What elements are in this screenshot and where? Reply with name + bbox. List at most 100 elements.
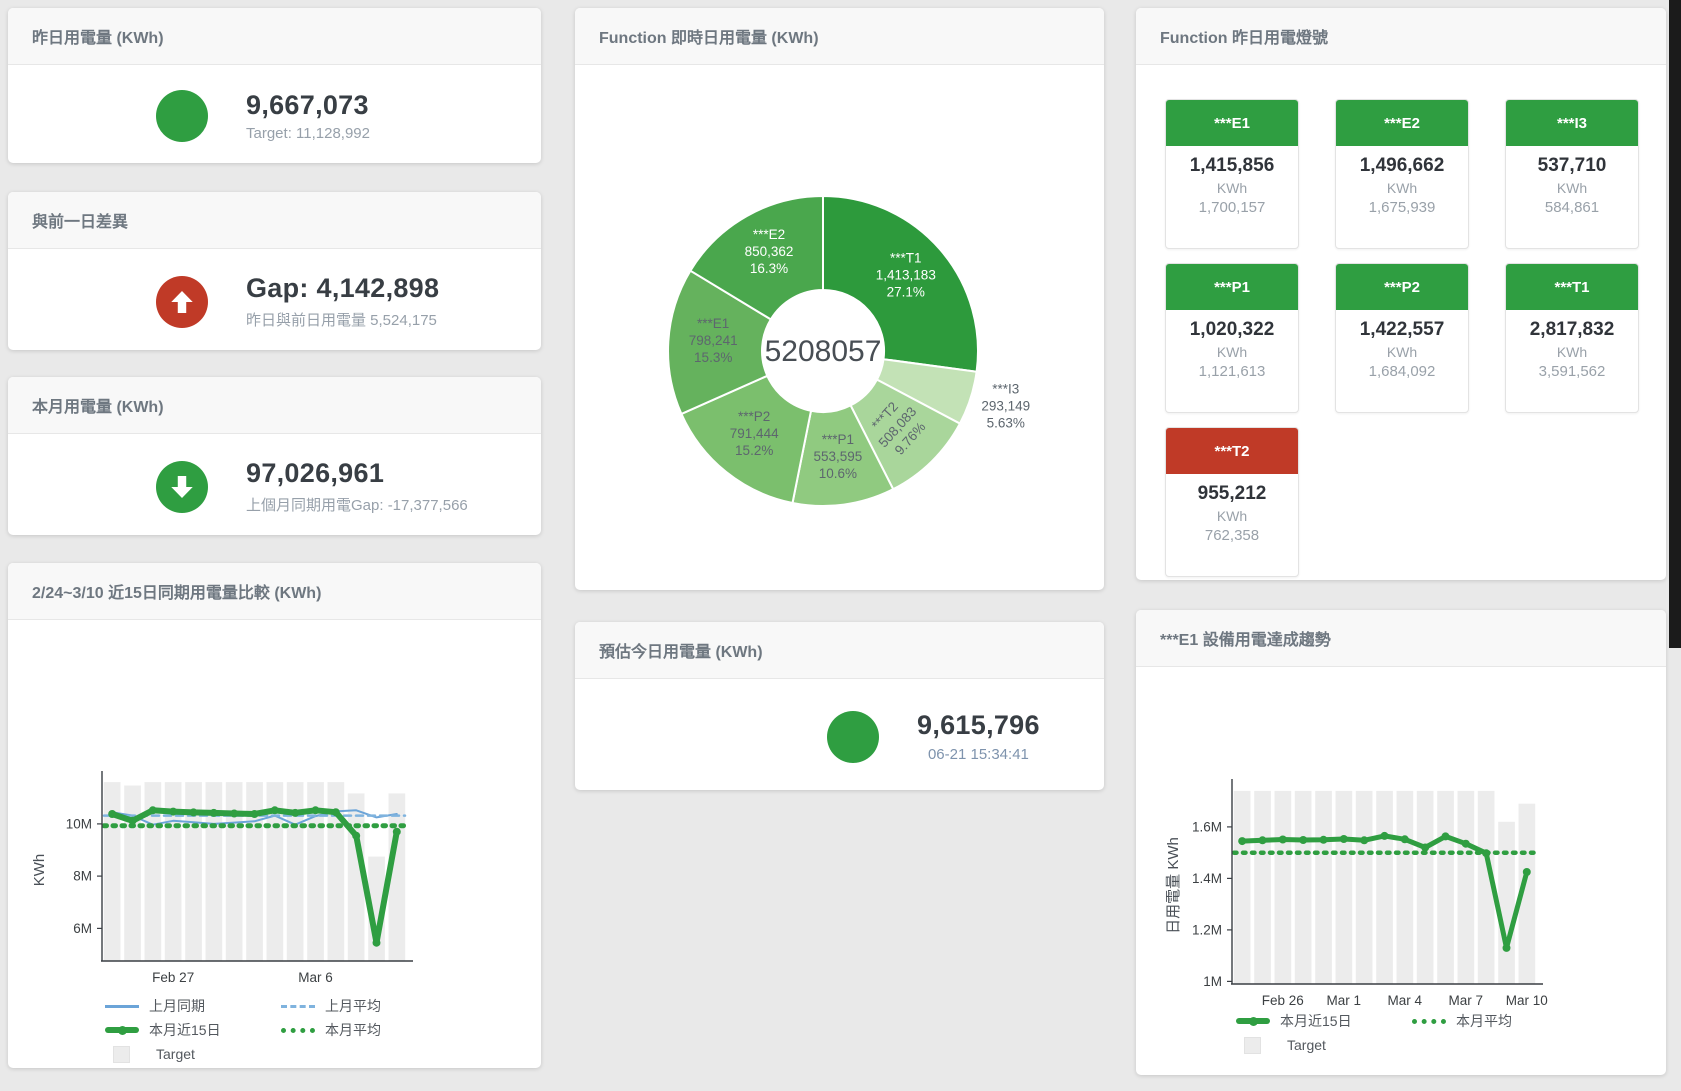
legend-item-last-month-avg[interactable]: 上月平均: [281, 997, 457, 1015]
tile-unit: KWh: [1386, 344, 1418, 360]
data-point: [148, 806, 157, 815]
legend-label: Target: [156, 1046, 195, 1062]
15day-compare-chart[interactable]: 6M 8M 10M Feb 27 Mar 6 KWh: [8, 620, 541, 992]
target-bar: [1254, 790, 1271, 984]
card-title: 本月用電量 (KWh): [8, 377, 541, 434]
status-tile-e2[interactable]: ***E2 1,496,662 KWh 1,675,939: [1335, 99, 1469, 249]
tile-value: 1,422,557: [1359, 319, 1445, 340]
estimate-value: 9,615,796: [917, 710, 1040, 741]
legend-label: Target: [1287, 1037, 1326, 1053]
gray-bar-swatch: [1244, 1036, 1261, 1054]
target-bar: [1294, 790, 1312, 984]
card-title: Function 即時日用電量 (KWh): [575, 8, 1104, 65]
month-usage-value: 97,026,961: [246, 458, 385, 489]
tile-value: 1,415,856: [1189, 155, 1275, 176]
slice-label: ***E2 850,362 16.3%: [745, 227, 794, 276]
legend-item-target[interactable]: Target: [105, 1045, 281, 1063]
data-point: [108, 810, 117, 818]
target-bar: [246, 782, 263, 961]
tile-unit: KWh: [1216, 344, 1248, 360]
data-point: [331, 808, 340, 817]
donut-center-total: 5208057: [765, 335, 882, 368]
tile-target: 584,861: [1544, 199, 1600, 216]
x-tick-label: Mar 10: [1506, 993, 1548, 1007]
trend-chart-legend: 本月近15日 本月平均 Target: [1236, 1012, 1666, 1054]
month-usage-gap: 上個月同期用電Gap: -17,377,566: [246, 496, 468, 514]
x-tick-label: Mar 1: [1327, 993, 1362, 1007]
legend-label: 本月平均: [325, 1022, 381, 1038]
status-tile-i3[interactable]: ***I3 537,710 KWh 584,861: [1505, 99, 1639, 249]
donut-slice-E2[interactable]: [689, 194, 824, 321]
e1-trend-chart[interactable]: 1M 1.2M 1.4M 1.6M Feb 26 Mar 1 Mar 4 Mar 7 Mar 1…: [1136, 667, 1666, 1008]
tile-unit: KWh: [1216, 180, 1248, 196]
tile-label: ***E1: [1166, 100, 1298, 146]
data-point: [352, 831, 361, 840]
tile-unit: KWh: [1556, 344, 1588, 360]
card-month-usage: 本月用電量 (KWh) 97,026,961 上個月同期用電Gap: -17,3…: [8, 377, 541, 535]
tile-target: 1,675,939: [1368, 199, 1436, 216]
tile-label: ***T2: [1166, 428, 1298, 474]
tile-unit: KWh: [1556, 180, 1588, 196]
x-tick-label: Mar 6: [298, 970, 333, 985]
card-estimate-today: 預估今日用電量 (KWh) 9,615,796 06-21 15:34:41: [575, 622, 1104, 790]
data-point: [1380, 831, 1389, 840]
legend-label: 上月同期: [149, 998, 205, 1014]
card-title: 預估今日用電量 (KWh): [575, 622, 1104, 679]
status-tile-p2[interactable]: ***P2 1,422,557 KWh 1,684,092: [1335, 263, 1469, 413]
x-tick-label: Mar 7: [1449, 993, 1484, 1007]
tile-unit: KWh: [1216, 508, 1248, 524]
legend-item-this-month-avg[interactable]: 本月平均: [1412, 1012, 1588, 1030]
card-realtime-usage: Function 即時日用電量 (KWh) ***T1 1,413,183 27.1…: [575, 8, 1104, 590]
target-bar: [205, 782, 223, 961]
tile-target: 1,684,092: [1368, 363, 1436, 380]
legend-item-target[interactable]: Target: [1236, 1036, 1412, 1054]
blue-line-swatch: [105, 1004, 139, 1008]
slice-label: ***I3 293,149 5.63%: [981, 382, 1030, 431]
legend-item-last-month[interactable]: 上月同期: [105, 997, 281, 1015]
status-tile-e1[interactable]: ***E1 1,415,856 KWh 1,700,157: [1165, 99, 1299, 249]
status-tile-t2[interactable]: ***T2 955,212 KWh 762,358: [1165, 427, 1299, 577]
green-dotted-swatch: [1412, 1018, 1446, 1024]
slice-label: ***T1 1,413,183 27.1%: [876, 251, 936, 300]
y-tick-label: 1.6M: [1192, 819, 1222, 834]
arrow-up-icon: [156, 275, 208, 328]
y-tick-label: 1M: [1203, 974, 1222, 989]
data-point: [1502, 943, 1511, 952]
green-line-swatch: [1236, 1017, 1270, 1026]
legend-label: 本月平均: [1456, 1013, 1512, 1029]
donut-slice-P2[interactable]: [680, 374, 813, 505]
donut-slice-T1[interactable]: [822, 194, 979, 373]
tile-value: 955,212: [1197, 483, 1267, 504]
status-tile-grid: ***E1 1,415,856 KWh 1,700,157 ***E2 1,49…: [1136, 65, 1666, 577]
legend-item-this-month[interactable]: 本月近15日: [105, 1021, 281, 1039]
data-point: [270, 806, 279, 815]
yesterday-usage-value: 9,667,073: [246, 89, 369, 120]
card-title: 與前一日差異: [8, 192, 541, 249]
scrollbar[interactable]: [1669, 0, 1681, 648]
tile-label: ***P2: [1336, 264, 1468, 310]
data-point: [250, 810, 259, 818]
data-point: [189, 808, 198, 817]
status-tile-t1[interactable]: ***T1 2,817,832 KWh 3,591,562: [1505, 263, 1639, 413]
target-bar: [1437, 790, 1454, 984]
realtime-donut-chart[interactable]: ***T1 1,413,183 27.1%***I3 293,149 5.63%***T…: [575, 65, 1104, 590]
y-tick-label: 8M: [73, 869, 92, 884]
y-tick-label: 1.4M: [1192, 871, 1222, 886]
compare-chart-legend: 上月同期 上月平均 本月近15日 本月平均: [105, 997, 541, 1063]
data-point: [230, 809, 239, 818]
tile-unit: KWh: [1386, 180, 1418, 196]
card-status-lights: Function 昨日用電燈號 ***E1 1,415,856 KWh 1,70…: [1136, 8, 1666, 580]
data-point: [1238, 837, 1247, 846]
legend-item-this-month-avg[interactable]: 本月平均: [281, 1021, 457, 1039]
target-bar: [225, 782, 243, 961]
target-bar: [1396, 790, 1414, 984]
legend-label: 本月近15日: [1280, 1013, 1352, 1029]
target-bar: [1518, 803, 1536, 984]
x-tick-label: Feb 26: [1262, 993, 1304, 1007]
gray-bar-swatch: [113, 1045, 130, 1063]
status-tile-p1[interactable]: ***P1 1,020,322 KWh 1,121,613: [1165, 263, 1299, 413]
legend-item-this-month[interactable]: 本月近15日: [1236, 1012, 1412, 1030]
arrow-down-icon: [156, 460, 208, 513]
tile-label: ***E2: [1336, 100, 1468, 146]
donut-slice-E1[interactable]: [667, 269, 773, 416]
